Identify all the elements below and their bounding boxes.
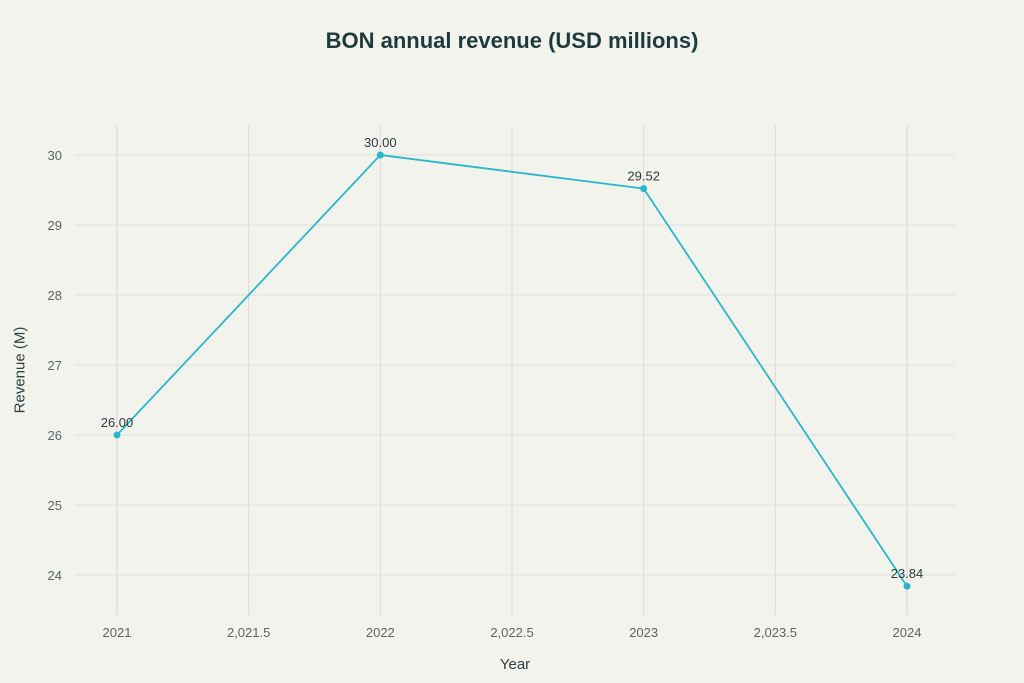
- x-tick-label: 2,023.5: [754, 625, 797, 640]
- data-point: [903, 582, 911, 590]
- x-tick-label: 2,022.5: [490, 625, 533, 640]
- x-tick-label: 2,021.5: [227, 625, 270, 640]
- x-tick-label: 2024: [893, 625, 922, 640]
- series-line: [116, 154, 908, 587]
- y-tick-label: 30: [48, 148, 62, 163]
- x-axis-label: Year: [499, 656, 531, 673]
- data-point: [640, 185, 648, 193]
- x-tick-label: 2021: [103, 625, 132, 640]
- data-point: [113, 431, 121, 439]
- y-tick-label: 29: [48, 218, 62, 233]
- y-tick-label: 27: [48, 358, 62, 373]
- y-tick-label: 26: [48, 428, 62, 443]
- y-tick-label: 28: [48, 288, 62, 303]
- x-tick-label: 2023: [629, 625, 658, 640]
- y-tick-label: 25: [48, 498, 62, 513]
- chart-title: BON annual revenue (USD millions): [325, 28, 699, 53]
- data-label: 26.00: [101, 415, 134, 430]
- data-label: 23.84: [891, 566, 924, 581]
- y-tick-label: 24: [48, 568, 62, 583]
- data-point: [376, 151, 384, 159]
- x-tick-label: 2022: [366, 625, 395, 640]
- data-label: 30.00: [364, 135, 397, 150]
- data-label: 29.52: [627, 169, 660, 184]
